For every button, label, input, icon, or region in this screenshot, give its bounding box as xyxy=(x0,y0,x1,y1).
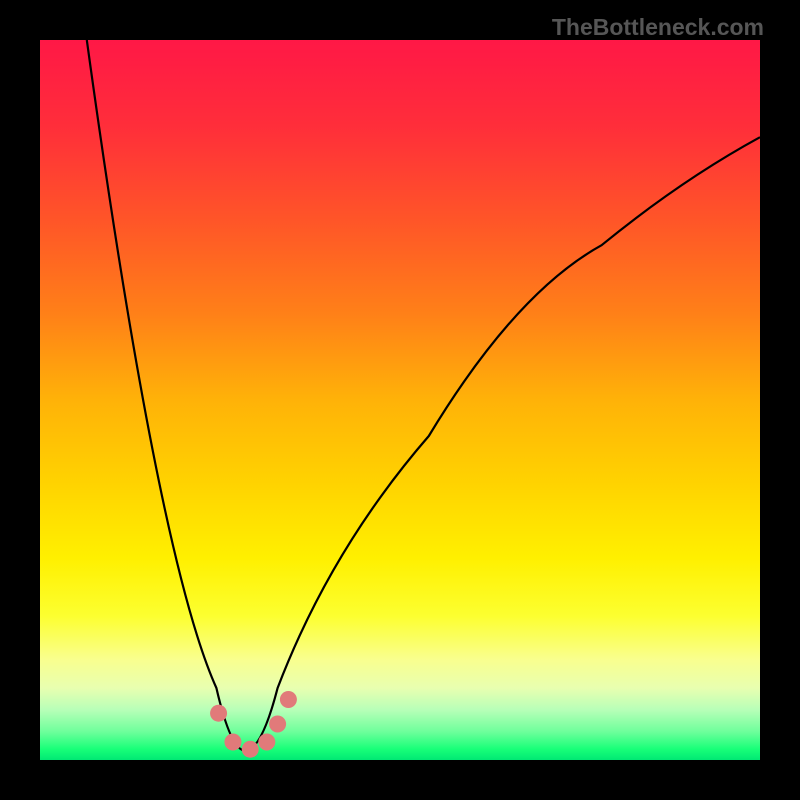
curve-marker xyxy=(269,716,286,733)
watermark-text: TheBottleneck.com xyxy=(552,14,764,41)
chart-stage: TheBottleneck.com xyxy=(0,0,800,800)
chart-svg xyxy=(0,0,800,800)
curve-marker xyxy=(280,691,297,708)
curve-marker xyxy=(224,734,241,751)
curve-marker xyxy=(242,741,259,758)
curve-marker xyxy=(210,705,227,722)
curve-marker xyxy=(258,734,275,751)
plot-background-gradient xyxy=(40,40,760,760)
